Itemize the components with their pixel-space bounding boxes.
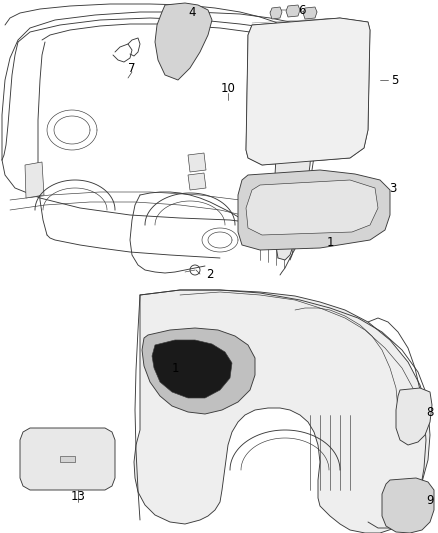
Polygon shape xyxy=(188,153,206,172)
Polygon shape xyxy=(246,180,378,235)
Text: 2: 2 xyxy=(206,269,214,281)
Text: 3: 3 xyxy=(389,182,397,195)
Polygon shape xyxy=(188,173,206,190)
Text: 9: 9 xyxy=(426,494,434,506)
Polygon shape xyxy=(303,7,317,19)
Polygon shape xyxy=(246,18,370,165)
Polygon shape xyxy=(134,290,430,533)
Polygon shape xyxy=(270,7,282,19)
Polygon shape xyxy=(20,428,115,490)
Text: 6: 6 xyxy=(298,4,306,17)
Text: 1: 1 xyxy=(171,361,179,375)
Polygon shape xyxy=(286,5,300,17)
Text: 4: 4 xyxy=(188,5,196,19)
Text: 10: 10 xyxy=(221,82,236,94)
Text: 7: 7 xyxy=(128,61,136,75)
Polygon shape xyxy=(274,50,314,260)
Polygon shape xyxy=(155,3,212,80)
Polygon shape xyxy=(25,162,44,198)
Text: 8: 8 xyxy=(426,406,434,418)
Polygon shape xyxy=(142,328,255,414)
Text: 1: 1 xyxy=(326,236,334,248)
Polygon shape xyxy=(60,456,75,462)
Text: 13: 13 xyxy=(71,490,85,504)
Polygon shape xyxy=(382,478,434,533)
Polygon shape xyxy=(152,340,232,398)
Polygon shape xyxy=(238,170,390,250)
Polygon shape xyxy=(396,388,432,445)
Text: 5: 5 xyxy=(391,74,399,86)
